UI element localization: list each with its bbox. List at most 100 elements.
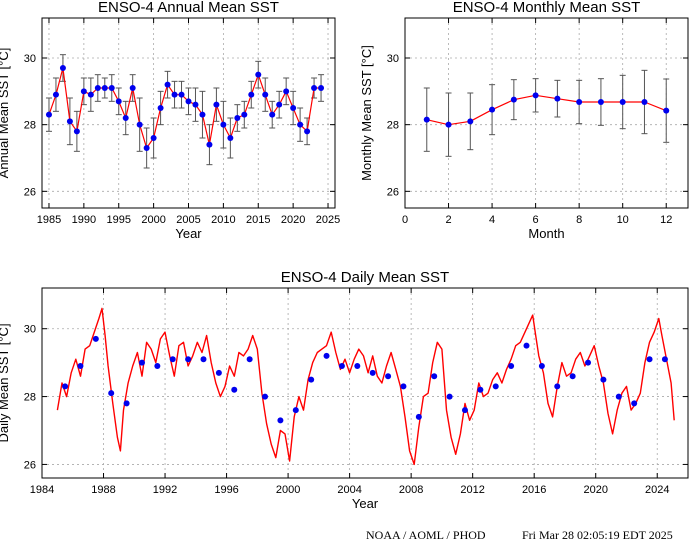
data-point	[123, 400, 130, 407]
data-point	[423, 116, 430, 123]
data-point	[508, 363, 515, 370]
y-tick-label: 30	[387, 53, 399, 65]
plot-frame	[41, 287, 689, 479]
x-tick-label: 2015	[246, 214, 270, 226]
data-point	[354, 363, 361, 370]
data-point	[554, 95, 561, 102]
data-point	[431, 373, 438, 380]
x-tick-label: 2005	[176, 214, 200, 226]
data-point	[400, 383, 407, 390]
data-point	[262, 91, 269, 98]
x-axis-label: Year	[352, 496, 379, 511]
x-tick-label: 2000	[276, 484, 300, 496]
data-point	[59, 65, 66, 71]
data-point	[269, 111, 276, 118]
x-tick-label: 1984	[30, 484, 54, 496]
data-point	[554, 383, 561, 390]
data-point	[631, 400, 638, 407]
data-point	[641, 99, 648, 105]
data-point	[129, 85, 136, 91]
data-point	[192, 101, 199, 108]
y-axis-label: Annual Mean SST [°C]	[0, 48, 11, 179]
y-tick-label: 28	[24, 120, 36, 132]
data-point	[600, 376, 607, 383]
sst-series-line	[48, 67, 321, 149]
y-tick-label: 30	[24, 53, 36, 65]
data-point	[318, 85, 325, 91]
x-tick-label: 10	[617, 214, 629, 226]
data-point	[615, 393, 622, 400]
plot-frame	[404, 17, 689, 209]
data-point	[663, 107, 670, 114]
data-point	[661, 356, 668, 363]
data-point	[101, 85, 108, 91]
data-point	[297, 121, 304, 128]
x-tick-label: 2008	[399, 484, 423, 496]
data-point	[234, 115, 241, 121]
x-tick-label: 2012	[460, 484, 484, 496]
data-point	[276, 101, 283, 108]
data-point	[445, 121, 452, 128]
data-point	[169, 356, 176, 363]
data-point	[262, 393, 269, 400]
data-point	[248, 91, 255, 98]
x-tick-label: 12	[660, 214, 672, 226]
data-point	[66, 118, 73, 125]
data-point	[369, 369, 376, 376]
data-point	[477, 386, 484, 393]
footer-timestamp: Fri Mar 28 02:05:19 EDT 2025	[522, 528, 673, 542]
x-tick-label: 2020	[281, 214, 305, 226]
data-point	[62, 383, 69, 390]
x-tick-label: 2000	[141, 214, 165, 226]
data-point	[215, 369, 222, 376]
x-tick-label: 2004	[337, 484, 361, 496]
x-axis-label: Year	[175, 226, 202, 241]
data-point	[136, 121, 143, 128]
data-point	[171, 91, 178, 98]
y-tick-label: 26	[387, 186, 399, 198]
data-point	[446, 393, 453, 400]
chart-title: ENSO-4 Monthly Mean SST	[453, 0, 641, 16]
data-point	[92, 335, 99, 342]
sst-series-line	[56, 307, 675, 466]
x-tick-label: 2	[445, 214, 451, 226]
data-point	[80, 88, 87, 95]
data-point	[510, 96, 517, 103]
x-tick-label: 1996	[214, 484, 238, 496]
data-point	[304, 128, 311, 135]
y-tick-label: 30	[24, 324, 36, 336]
chart-title: ENSO-4 Annual Mean SST	[98, 0, 279, 16]
footer-source: NOAA / AOML / PHOD	[366, 528, 486, 542]
x-tick-label: 2024	[645, 484, 669, 496]
data-point	[241, 111, 248, 118]
data-point	[150, 135, 157, 141]
daily-mean-panel: 1984 1988 1992 1996 2000 2004 2008 2012 2016 2020…	[0, 269, 689, 511]
data-point	[532, 92, 539, 99]
data-point	[157, 105, 164, 111]
y-tick-label: 26	[24, 459, 36, 471]
y-tick-label: 28	[24, 392, 36, 404]
x-tick-label: 2025	[316, 214, 340, 226]
data-point	[308, 376, 315, 383]
data-point	[467, 118, 474, 125]
plot-frame	[41, 17, 336, 209]
x-tick-label: 1985	[37, 214, 61, 226]
x-tick-label: 8	[576, 214, 582, 226]
data-point	[115, 98, 122, 105]
data-point	[415, 413, 422, 420]
data-point	[492, 383, 499, 390]
data-point	[206, 141, 213, 148]
data-point	[231, 386, 238, 393]
x-tick-label: 1990	[72, 214, 96, 226]
data-point	[199, 111, 206, 118]
data-point	[323, 352, 330, 359]
annual-mean-panel: 1985 1990 1995 2000 2005 2010 2015 2020 2025 26 28…	[0, 0, 340, 241]
data-point	[338, 363, 345, 370]
data-point	[227, 135, 234, 141]
data-point	[73, 128, 80, 135]
y-axis-label: Daily Mean SST [°C]	[0, 323, 11, 442]
data-point	[277, 417, 284, 424]
data-point	[292, 407, 299, 414]
x-tick-label: 2016	[522, 484, 546, 496]
